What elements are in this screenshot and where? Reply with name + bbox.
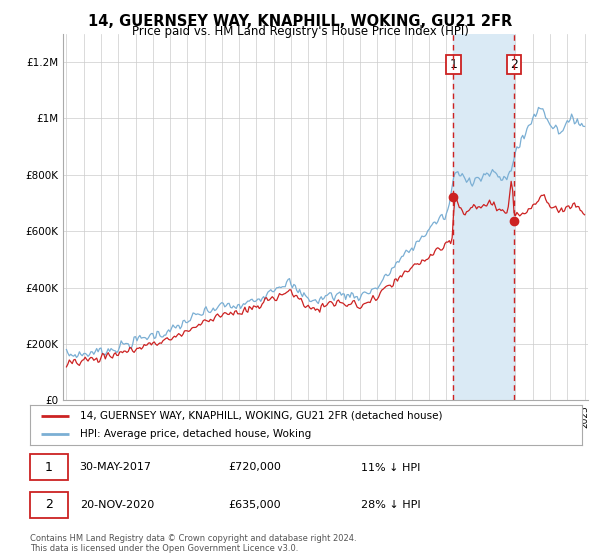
FancyBboxPatch shape	[30, 455, 68, 480]
Text: 30-MAY-2017: 30-MAY-2017	[80, 463, 152, 473]
Text: 2: 2	[45, 498, 53, 511]
Text: 14, GUERNSEY WAY, KNAPHILL, WOKING, GU21 2FR: 14, GUERNSEY WAY, KNAPHILL, WOKING, GU21…	[88, 14, 512, 29]
Text: 2: 2	[509, 58, 518, 71]
Bar	[454, 34, 514, 400]
Text: £720,000: £720,000	[229, 463, 281, 473]
Text: Price paid vs. HM Land Registry's House Price Index (HPI): Price paid vs. HM Land Registry's House …	[131, 25, 469, 38]
Text: 1: 1	[45, 461, 53, 474]
Text: 1: 1	[449, 58, 457, 71]
Text: £635,000: £635,000	[229, 500, 281, 510]
Text: 14, GUERNSEY WAY, KNAPHILL, WOKING, GU21 2FR (detached house): 14, GUERNSEY WAY, KNAPHILL, WOKING, GU21…	[80, 411, 442, 421]
Text: Contains HM Land Registry data © Crown copyright and database right 2024.
This d: Contains HM Land Registry data © Crown c…	[30, 534, 356, 553]
Text: 11% ↓ HPI: 11% ↓ HPI	[361, 463, 421, 473]
FancyBboxPatch shape	[30, 492, 68, 518]
Text: 20-NOV-2020: 20-NOV-2020	[80, 500, 154, 510]
Text: 28% ↓ HPI: 28% ↓ HPI	[361, 500, 421, 510]
Text: HPI: Average price, detached house, Woking: HPI: Average price, detached house, Woki…	[80, 430, 311, 439]
